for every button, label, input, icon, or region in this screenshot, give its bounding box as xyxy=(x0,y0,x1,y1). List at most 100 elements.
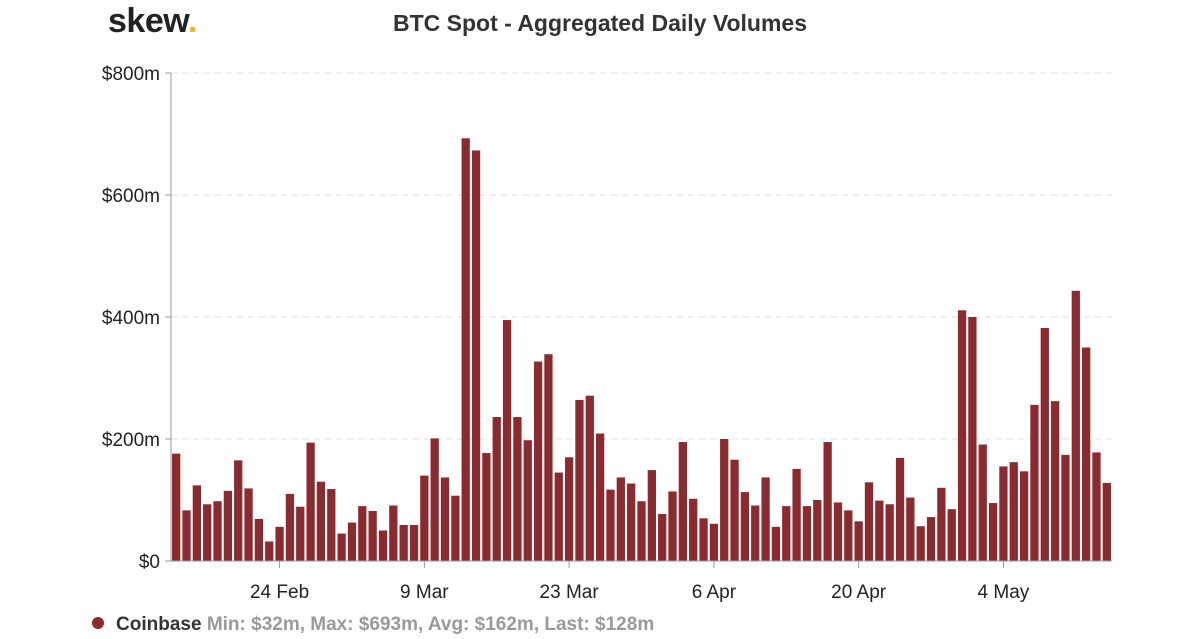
bar[interactable] xyxy=(957,310,967,561)
bar[interactable] xyxy=(172,453,181,561)
bar[interactable] xyxy=(378,530,388,562)
bar[interactable] xyxy=(451,495,460,561)
bar[interactable] xyxy=(502,320,512,561)
bar[interactable] xyxy=(544,354,553,561)
bar[interactable] xyxy=(1009,462,1018,561)
bar[interactable] xyxy=(275,526,284,561)
bar[interactable] xyxy=(203,504,212,561)
bar[interactable] xyxy=(647,470,656,561)
bar[interactable] xyxy=(864,482,874,561)
bar[interactable] xyxy=(740,492,750,561)
bar[interactable] xyxy=(513,417,522,561)
bar[interactable] xyxy=(792,468,801,561)
bar[interactable] xyxy=(440,477,450,561)
bar[interactable] xyxy=(782,506,791,561)
bar[interactable] xyxy=(937,487,946,561)
grid-lines xyxy=(171,72,1112,440)
bar[interactable] xyxy=(678,442,687,561)
bar[interactable] xyxy=(1092,452,1101,561)
bar[interactable] xyxy=(813,500,822,561)
bar[interactable] xyxy=(1019,471,1029,561)
bar[interactable] xyxy=(564,457,574,561)
bar[interactable] xyxy=(213,501,222,561)
bar[interactable] xyxy=(1102,482,1111,561)
bar[interactable] xyxy=(947,509,956,561)
bar[interactable] xyxy=(585,395,594,561)
bar[interactable] xyxy=(823,442,832,561)
bar[interactable] xyxy=(802,506,812,561)
bar[interactable] xyxy=(420,475,429,561)
bar[interactable] xyxy=(854,521,863,561)
bar[interactable] xyxy=(833,502,843,561)
bar[interactable] xyxy=(554,472,563,561)
bar[interactable] xyxy=(223,490,233,561)
bar[interactable] xyxy=(771,526,781,561)
y-tick-label: $800m xyxy=(102,64,160,85)
bars xyxy=(172,138,1111,561)
bar[interactable] xyxy=(358,506,367,561)
bar[interactable] xyxy=(906,497,915,561)
bar[interactable] xyxy=(409,525,419,561)
x-tick-label: 4 May xyxy=(978,582,1030,603)
bar[interactable] xyxy=(471,150,481,561)
bar[interactable] xyxy=(482,453,491,561)
bar[interactable] xyxy=(533,361,543,561)
y-tick-label: $600m xyxy=(102,186,160,207)
bar[interactable] xyxy=(1082,347,1091,562)
bar[interactable] xyxy=(1050,401,1060,561)
bar[interactable] xyxy=(730,459,739,561)
bar[interactable] xyxy=(523,440,532,561)
bar[interactable] xyxy=(1061,454,1070,561)
bar[interactable] xyxy=(916,526,925,561)
bar[interactable] xyxy=(596,433,605,561)
bar[interactable] xyxy=(844,510,853,561)
bar[interactable] xyxy=(492,417,501,561)
brand-dot: . xyxy=(187,2,197,40)
bar[interactable] xyxy=(296,506,305,561)
bar[interactable] xyxy=(265,541,274,561)
legend-swatch xyxy=(92,616,104,629)
bar[interactable] xyxy=(709,523,719,561)
bar[interactable] xyxy=(368,510,377,561)
bar[interactable] xyxy=(751,505,760,561)
bar[interactable] xyxy=(720,439,729,561)
bar[interactable] xyxy=(895,457,905,561)
bar[interactable] xyxy=(430,438,439,561)
bar[interactable] xyxy=(234,460,243,561)
legend[interactable]: Coinbase Min: $32m, Max: $693m, Avg: $16… xyxy=(92,614,654,636)
bar[interactable] xyxy=(668,491,677,561)
chart-title: BTC Spot - Aggregated Daily Volumes xyxy=(392,10,808,36)
bar[interactable] xyxy=(192,485,201,561)
bar[interactable] xyxy=(244,488,253,561)
bar[interactable] xyxy=(399,525,408,561)
bar[interactable] xyxy=(885,504,894,561)
bar[interactable] xyxy=(1030,404,1039,561)
bar[interactable] xyxy=(926,517,936,561)
bar[interactable] xyxy=(254,518,264,561)
bar[interactable] xyxy=(968,317,977,561)
bar[interactable] xyxy=(606,489,615,561)
bar[interactable] xyxy=(575,399,584,561)
bar[interactable] xyxy=(1071,290,1080,561)
bar[interactable] xyxy=(988,503,998,561)
bar[interactable] xyxy=(637,501,646,561)
bar[interactable] xyxy=(627,483,636,561)
bar[interactable] xyxy=(347,522,357,561)
bar[interactable] xyxy=(461,138,470,561)
bar[interactable] xyxy=(285,493,295,561)
bar[interactable] xyxy=(978,444,987,561)
bar[interactable] xyxy=(699,518,708,561)
bar[interactable] xyxy=(316,481,326,561)
bar[interactable] xyxy=(761,477,770,561)
bar[interactable] xyxy=(875,500,884,561)
bar[interactable] xyxy=(327,489,336,561)
bar[interactable] xyxy=(689,498,698,561)
bar[interactable] xyxy=(389,505,398,561)
bar[interactable] xyxy=(999,466,1008,561)
bar[interactable] xyxy=(306,442,315,561)
bar[interactable] xyxy=(616,477,625,561)
bar[interactable] xyxy=(182,510,191,561)
bar[interactable] xyxy=(1040,327,1049,561)
bar[interactable] xyxy=(337,533,346,561)
bar[interactable] xyxy=(658,514,667,561)
